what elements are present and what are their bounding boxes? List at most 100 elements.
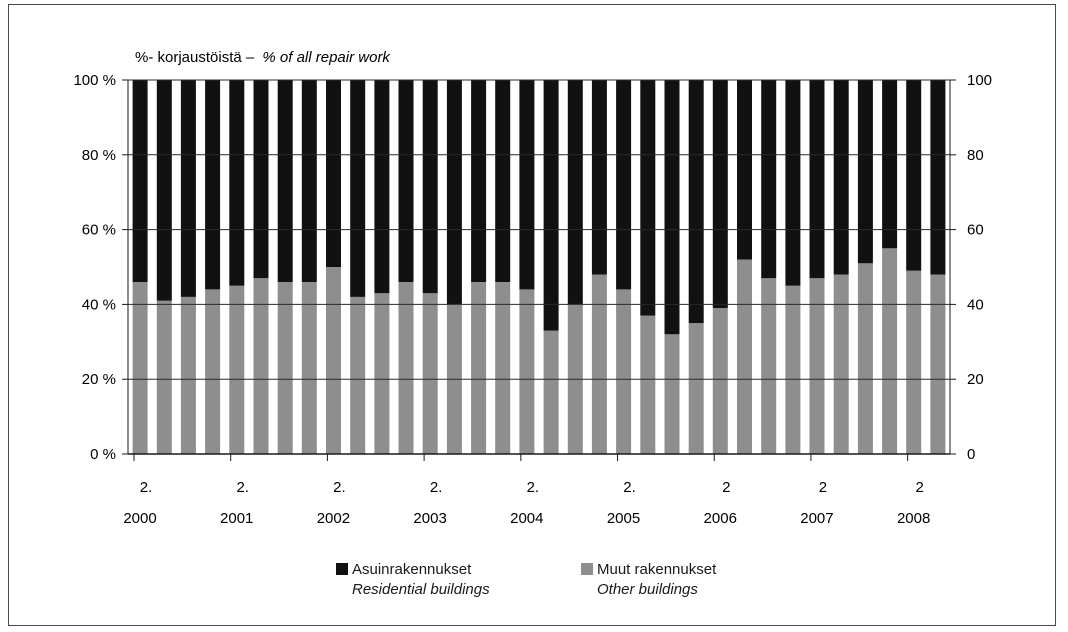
y-tick-label-left: 0 % (90, 446, 116, 463)
bar-residential-buildings (591, 80, 607, 275)
legend-other: Muut rakennukset Other buildings (581, 560, 716, 600)
x-tick-label-half: 2. (333, 479, 346, 496)
y-ticks-left: 100 % 80 % 60 % 40 % 20 % 0 % (73, 72, 128, 463)
bar-other-buildings (326, 267, 341, 454)
bar-residential-buildings (205, 80, 221, 290)
legend-label-residential-en: Residential buildings (352, 581, 490, 598)
bar-residential-buildings (519, 80, 535, 290)
bar-other-buildings (882, 248, 898, 454)
bar-other-buildings (761, 278, 777, 454)
bar-other-buildings (301, 282, 317, 454)
legend-swatch-residential (336, 563, 348, 575)
x-tick-label-year: 2005 (607, 510, 640, 527)
bar-residential-buildings (857, 80, 873, 264)
bar-residential-buildings (374, 80, 390, 294)
bar-other-buildings (664, 334, 680, 454)
x-tick-label-half: 2. (623, 479, 636, 496)
bar-other-buildings (374, 293, 390, 454)
bar-other-buildings (712, 308, 728, 454)
y-ticks-right: 100 80 60 40 20 0 (950, 72, 992, 463)
bar-residential-buildings (640, 80, 656, 316)
axis-title-fi: %- korjaustöistä – (135, 49, 255, 66)
bar-residential-buildings (277, 80, 293, 282)
bar-other-buildings (253, 278, 269, 454)
x-tick-label-year: 2008 (897, 510, 930, 527)
bar-residential-buildings (398, 80, 414, 282)
x-axis-labels: 2. 2000 2. 2001 2. 2002 2. 2003 2. 2004 2. 2005 2 200… (123, 454, 930, 527)
x-tick-label-half: 2. (236, 479, 249, 496)
bar-residential-buildings (132, 80, 148, 282)
bar-residential-buildings (882, 80, 898, 249)
x-tick-label-year: 2006 (704, 510, 737, 527)
x-tick-label-half: 2. (430, 479, 443, 496)
gridlines (127, 79, 951, 455)
x-tick-label-year: 2002 (317, 510, 350, 527)
bar-other-buildings (229, 285, 245, 454)
x-tick-label-year: 2001 (220, 510, 253, 527)
bar-other-buildings (616, 289, 632, 454)
bar-residential-buildings (156, 80, 172, 301)
bar-residential-buildings (664, 80, 680, 335)
bar-residential-buildings (543, 80, 559, 331)
bar-residential-buildings (471, 80, 487, 282)
y-tick-label-left: 60 % (82, 222, 116, 239)
bar-residential-buildings (180, 80, 196, 297)
bar-other-buildings (495, 282, 511, 454)
bar-other-buildings (350, 296, 366, 454)
y-tick-label-right: 40 (967, 296, 984, 313)
bar-residential-buildings (785, 80, 801, 286)
bar-residential-buildings (761, 80, 777, 279)
bar-other-buildings (688, 323, 704, 454)
legend-label-other-en: Other buildings (597, 581, 698, 598)
y-tick-label-right: 20 (967, 371, 984, 388)
bar-other-buildings (737, 259, 752, 454)
bar-residential-buildings (737, 80, 752, 260)
bar-other-buildings (422, 293, 438, 454)
bar-residential-buildings (301, 80, 317, 282)
y-tick-label-right: 60 (967, 222, 984, 239)
x-tick-label-half: 2 (819, 479, 827, 496)
bar-other-buildings (156, 300, 172, 454)
axis-title: %- korjaustöistä – % of all repair work (135, 49, 391, 66)
bar-residential-buildings (930, 80, 946, 275)
y-tick-label-left: 40 % (82, 296, 116, 313)
bar-other-buildings (906, 270, 922, 454)
y-tick-label-left: 100 % (73, 72, 116, 89)
bar-other-buildings (857, 263, 873, 454)
x-tick-label-half: 2 (722, 479, 730, 496)
bar-other-buildings (785, 285, 801, 454)
bar-residential-buildings (906, 80, 922, 271)
x-tick-label-year: 2004 (510, 510, 543, 527)
bar-residential-buildings (688, 80, 704, 324)
y-tick-label-left: 20 % (82, 371, 116, 388)
bar-residential-buildings (712, 80, 728, 309)
bar-other-buildings (833, 274, 849, 454)
bar-other-buildings (543, 330, 559, 454)
bars-group (132, 80, 946, 454)
y-tick-label-right: 0 (967, 446, 975, 463)
legend-label-residential-fi: Asuinrakennukset (352, 561, 472, 578)
bar-residential-buildings (326, 80, 341, 267)
bar-other-buildings (471, 282, 487, 454)
y-tick-label-left: 80 % (82, 147, 116, 164)
bar-residential-buildings (495, 80, 511, 282)
bar-other-buildings (809, 278, 825, 454)
bar-residential-buildings (229, 80, 245, 286)
bar-other-buildings (640, 315, 656, 454)
bar-other-buildings (132, 282, 148, 454)
chart-frame (8, 4, 1056, 626)
bar-other-buildings (519, 289, 535, 454)
legend-swatch-other (581, 563, 593, 575)
axis-title-en: % of all repair work (262, 49, 391, 66)
x-tick-label-year: 2000 (123, 510, 156, 527)
bar-residential-buildings (350, 80, 366, 297)
x-tick-label-year: 2007 (800, 510, 833, 527)
x-tick-label-half: 2. (140, 479, 153, 496)
legend-residential: Asuinrakennukset Residential buildings (336, 560, 490, 600)
bar-other-buildings (277, 282, 293, 454)
x-tick-label-year: 2003 (413, 510, 446, 527)
bar-residential-buildings (446, 80, 462, 305)
bar-other-buildings (205, 289, 221, 454)
legend-label-other-fi: Muut rakennukset (597, 561, 717, 578)
